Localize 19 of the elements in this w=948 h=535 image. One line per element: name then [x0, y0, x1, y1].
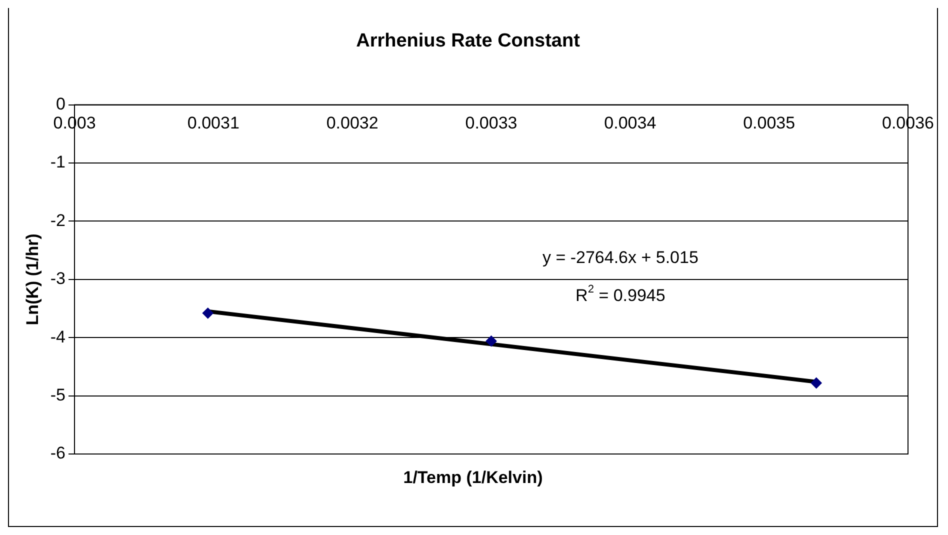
annotation: y = -2764.6x + 5.015 [542, 248, 698, 268]
point [486, 336, 497, 347]
y-tick-label: -1 [50, 152, 66, 172]
x-tick-label: 0.0031 [187, 114, 240, 133]
y-tick-label: -6 [50, 444, 66, 463]
x-tick-label: 0.0033 [465, 114, 518, 133]
point [810, 377, 822, 388]
x-tick-label: 0.0035 [743, 114, 796, 133]
y-tick-label: -3 [50, 269, 66, 288]
y-axis-title: Ln(K) (1/hr) [22, 234, 42, 326]
x-axis-title: 1/Temp (1/Kelvin) [402, 468, 544, 488]
chart-title: Arrhenius Rate Constant [356, 30, 581, 52]
x-tick-label: 0.0032 [326, 114, 378, 133]
y-tick-label: -4 [50, 327, 66, 346]
x-tick-label: 0.0034 [604, 114, 656, 133]
y-tick-label: -2 [50, 210, 66, 230]
point [202, 308, 214, 319]
y-tick-label: 0 [56, 94, 66, 114]
y-tick-label: -5 [50, 385, 66, 404]
